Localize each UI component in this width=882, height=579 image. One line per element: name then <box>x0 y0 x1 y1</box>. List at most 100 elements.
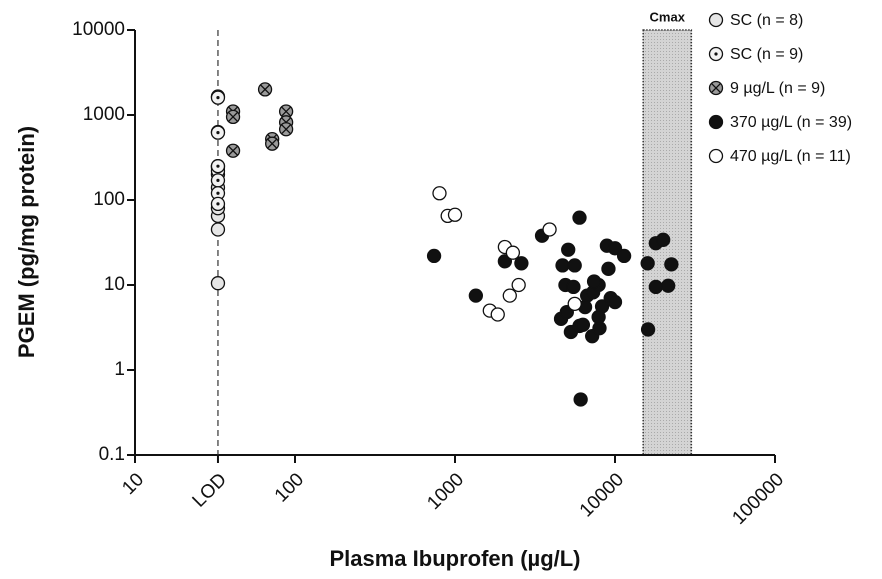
marker <box>567 258 582 273</box>
legend-label: 9 µg/L (n = 9) <box>730 80 825 97</box>
x-tick-label: 100 <box>271 469 308 506</box>
point <box>566 279 581 295</box>
marker-dot <box>714 52 718 56</box>
marker-dot <box>216 164 220 168</box>
marker <box>257 82 273 97</box>
point <box>210 276 226 291</box>
y-axis-title: PGEM (pg/mg protein) <box>14 126 39 358</box>
marker <box>426 248 442 264</box>
y-tick-label: 0.1 <box>99 444 125 465</box>
marker <box>601 261 616 276</box>
marker <box>210 173 226 188</box>
marker <box>497 254 513 269</box>
marker <box>708 148 724 164</box>
marker <box>225 143 241 158</box>
legend-label: SC (n = 9) <box>730 46 803 63</box>
marker <box>664 257 679 272</box>
point <box>210 222 226 237</box>
point <box>497 254 513 269</box>
marker-cross <box>267 138 278 149</box>
point <box>567 258 582 273</box>
point <box>640 322 656 337</box>
legend-marker <box>708 148 724 164</box>
marker-dot <box>216 178 220 183</box>
marker <box>572 210 587 225</box>
marker <box>447 207 463 222</box>
marker <box>514 256 529 271</box>
x-tick-label: 100000 <box>728 469 788 529</box>
marker <box>567 296 582 312</box>
point <box>468 288 484 303</box>
marker <box>575 317 591 332</box>
point <box>511 277 526 293</box>
marker <box>505 245 521 260</box>
marker <box>607 241 623 256</box>
marker <box>648 279 663 295</box>
marker <box>511 277 526 293</box>
marker <box>616 248 632 264</box>
marker <box>210 159 226 174</box>
point <box>616 248 632 264</box>
legend-marker <box>708 114 724 130</box>
marker <box>210 90 226 105</box>
point <box>502 288 517 303</box>
point <box>573 392 588 407</box>
marker <box>586 274 602 289</box>
point <box>640 256 655 271</box>
marker <box>225 109 241 125</box>
marker-cross <box>281 124 292 135</box>
point <box>555 258 570 273</box>
marker <box>640 256 655 271</box>
y-tick-label: 10000 <box>72 19 125 40</box>
marker <box>591 309 606 325</box>
point <box>572 210 587 225</box>
point <box>591 309 606 325</box>
point <box>586 274 602 289</box>
point <box>490 307 505 322</box>
marker <box>210 125 226 140</box>
marker-cross <box>710 82 722 94</box>
x-tick-label: 1000 <box>423 469 468 514</box>
marker <box>210 276 226 291</box>
y-tick-label: 1000 <box>83 104 125 125</box>
marker <box>490 307 505 322</box>
marker <box>708 46 724 62</box>
point <box>664 257 679 272</box>
x-tick-label: 10 <box>118 469 148 499</box>
marker <box>210 186 226 201</box>
legend-label: 370 µg/L (n = 39) <box>730 114 852 131</box>
x-tick-label: 10000 <box>576 469 628 521</box>
marker-dot <box>216 202 220 206</box>
marker <box>573 392 588 407</box>
marker <box>468 288 484 303</box>
point <box>432 186 447 201</box>
band-label: Cmax <box>650 9 686 24</box>
marker-cross <box>281 106 292 117</box>
point <box>601 261 616 276</box>
x-tick-label: LOD <box>189 469 231 511</box>
marker <box>708 12 724 28</box>
marker-dot <box>216 131 220 135</box>
y-tick-label: 10 <box>104 274 125 295</box>
point <box>505 245 521 260</box>
y-tick-label: 1 <box>114 359 125 380</box>
point <box>567 296 582 312</box>
marker <box>566 279 581 295</box>
marker <box>708 114 724 130</box>
y-tick-label: 100 <box>93 189 125 210</box>
point <box>661 278 676 293</box>
marker <box>661 278 676 293</box>
point <box>514 256 529 271</box>
point <box>607 241 623 256</box>
marker <box>542 222 557 237</box>
marker <box>265 136 280 151</box>
marker <box>555 258 570 273</box>
point <box>447 207 463 222</box>
point <box>656 232 671 247</box>
legend-marker <box>708 12 724 28</box>
marker-cross <box>260 84 271 95</box>
legend-label: SC (n = 8) <box>730 12 803 29</box>
marker <box>708 80 724 96</box>
legend-label: 470 µg/L (n = 11) <box>730 148 851 165</box>
